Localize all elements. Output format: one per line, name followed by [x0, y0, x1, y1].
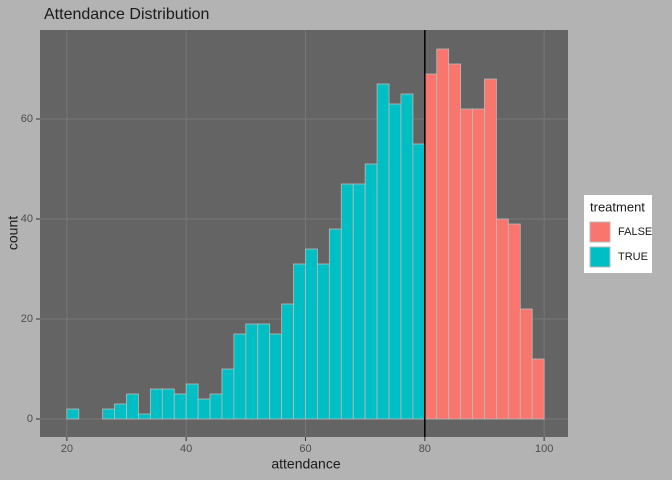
- bar: [149, 388, 163, 420]
- bar: [531, 358, 545, 420]
- bar: [317, 263, 330, 420]
- bar: [281, 303, 294, 420]
- bar: [364, 163, 378, 420]
- bar: [400, 93, 414, 420]
- y-tick-label: 60: [21, 113, 33, 125]
- x-tick-label: 80: [419, 443, 431, 455]
- legend-label: TRUE: [618, 251, 648, 263]
- bar: [436, 48, 450, 420]
- bar: [173, 393, 187, 420]
- bar: [340, 183, 354, 420]
- chart-title: Attendance Distribution: [44, 6, 209, 23]
- bar: [221, 368, 235, 420]
- bar: [293, 263, 306, 420]
- bar: [376, 83, 390, 420]
- y-tick-label: 20: [21, 313, 33, 325]
- legend-key: [589, 221, 611, 243]
- bar: [138, 413, 151, 420]
- x-axis-label: attendance: [271, 456, 340, 472]
- bar: [519, 308, 533, 420]
- bar: [484, 78, 497, 420]
- bar: [472, 108, 485, 420]
- bar: [507, 223, 521, 420]
- bar: [412, 143, 426, 420]
- x-tick-label: 20: [61, 443, 73, 455]
- bar: [496, 218, 509, 420]
- legend-label: FALSE: [618, 226, 652, 238]
- x-tick-label: 100: [535, 443, 553, 455]
- y-tick-label: 40: [21, 213, 33, 225]
- bar: [233, 333, 247, 420]
- bar: [328, 228, 342, 420]
- bar: [460, 108, 473, 420]
- bar: [161, 388, 175, 420]
- bar: [352, 183, 366, 420]
- bar: [305, 248, 318, 420]
- bar: [269, 333, 283, 420]
- bar: [245, 323, 259, 420]
- bar: [102, 408, 115, 420]
- y-axis-label: count: [5, 216, 21, 250]
- bar: [257, 323, 271, 420]
- bar: [114, 403, 127, 420]
- bar: [424, 73, 438, 420]
- bar: [448, 63, 462, 420]
- bar: [185, 383, 199, 420]
- x-tick-label: 40: [180, 443, 192, 455]
- legend-key: [589, 246, 611, 268]
- bar: [126, 393, 139, 420]
- bar: [66, 408, 80, 420]
- x-tick-label: 60: [299, 443, 311, 455]
- bar: [197, 398, 211, 420]
- bar: [209, 393, 223, 420]
- y-tick-label: 0: [27, 413, 33, 425]
- legend-title: treatment: [590, 199, 645, 214]
- bar: [388, 103, 402, 420]
